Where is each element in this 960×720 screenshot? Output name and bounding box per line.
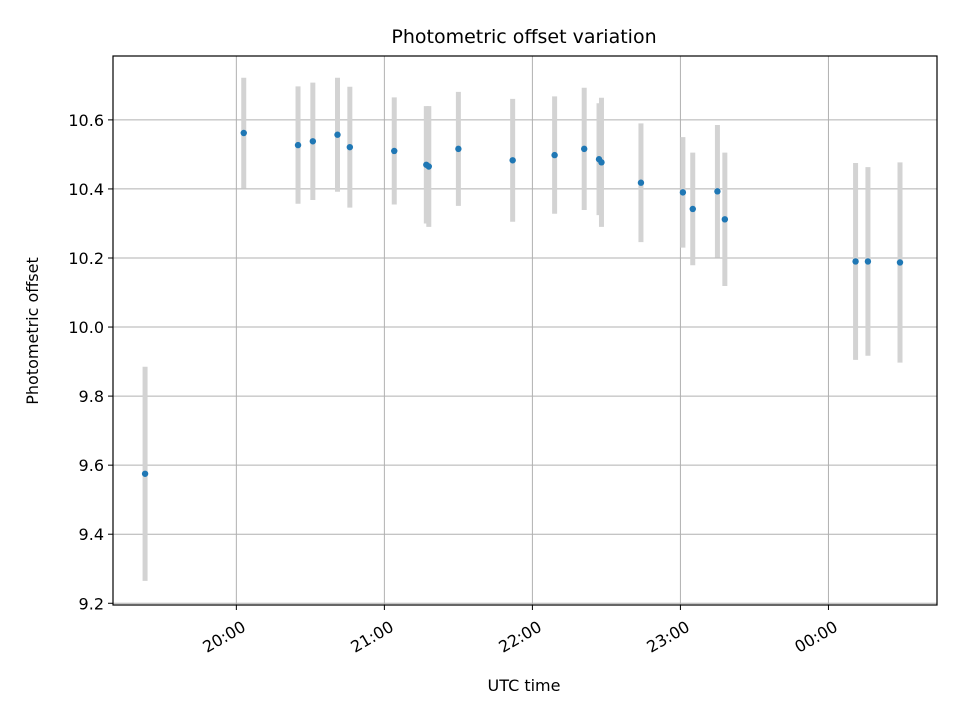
data-point [455, 145, 462, 153]
x-tick-label: 22:00 [495, 617, 544, 657]
x-tick-label: 00:00 [791, 617, 840, 657]
y-tick-label: 9.2 [79, 594, 104, 613]
data-point [598, 159, 605, 166]
data-point [551, 151, 558, 159]
chart-title: Photometric offset variation [391, 26, 656, 48]
data-point [509, 157, 516, 164]
data-point [852, 258, 859, 265]
y-tick-label: 9.4 [79, 525, 104, 544]
data-point [425, 163, 432, 170]
data-point [391, 147, 398, 155]
x-axis-label: UTC time [488, 676, 561, 695]
data-point [721, 216, 729, 223]
data-point [346, 143, 354, 151]
x-tick-label: 21:00 [347, 617, 396, 657]
grid [113, 56, 937, 605]
y-axis-label: Photometric offset [23, 257, 42, 405]
y-tick-label: 10.4 [68, 180, 104, 199]
data-point [294, 141, 302, 149]
data-point [309, 138, 317, 145]
x-axis-ticks: 20:00 21:00 22:00 23:00 00:00 [199, 605, 841, 657]
x-tick-label: 20:00 [199, 617, 248, 657]
y-tick-label: 9.8 [79, 387, 104, 406]
x-tick-label: 23:00 [643, 617, 692, 657]
data-point [896, 259, 904, 266]
data-point [689, 205, 696, 213]
data-point [714, 188, 721, 195]
y-tick-label: 9.6 [79, 456, 104, 475]
y-tick-label: 10.6 [68, 111, 104, 130]
data-point [581, 145, 588, 153]
data-point [240, 129, 247, 137]
data-point [679, 189, 687, 196]
y-tick-label: 10.2 [68, 249, 104, 268]
y-tick-label: 10.0 [68, 318, 104, 337]
data-point [864, 258, 872, 265]
y-axis-ticks: 9.2 9.4 9.6 9.8 10.0 10.2 10.4 10.6 [68, 111, 113, 613]
data-point [334, 131, 341, 138]
data-points [141, 129, 904, 477]
plot-frame [112, 55, 938, 606]
data-point [141, 470, 149, 477]
data-point [637, 179, 645, 186]
error-bars [142, 77, 903, 581]
